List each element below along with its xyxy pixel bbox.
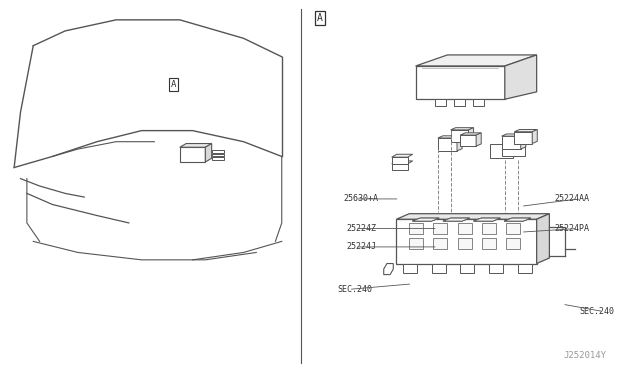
Text: A: A — [171, 80, 176, 89]
Polygon shape — [403, 263, 417, 273]
Polygon shape — [532, 129, 538, 144]
Polygon shape — [438, 136, 462, 138]
Polygon shape — [392, 164, 408, 170]
Polygon shape — [180, 147, 205, 162]
Polygon shape — [504, 218, 531, 221]
Polygon shape — [468, 128, 474, 142]
Polygon shape — [460, 135, 476, 146]
Polygon shape — [392, 161, 413, 164]
Polygon shape — [212, 154, 225, 157]
Polygon shape — [504, 218, 531, 221]
Polygon shape — [212, 157, 225, 160]
Polygon shape — [412, 218, 439, 221]
Polygon shape — [396, 219, 537, 263]
Polygon shape — [460, 263, 474, 273]
Bar — [409, 238, 423, 249]
Polygon shape — [443, 218, 470, 221]
Text: 25224PA: 25224PA — [554, 224, 589, 233]
Bar — [482, 238, 496, 249]
Polygon shape — [451, 130, 468, 142]
Polygon shape — [474, 218, 500, 221]
Bar — [482, 223, 496, 234]
Bar — [409, 223, 423, 234]
Polygon shape — [502, 134, 526, 136]
Polygon shape — [502, 136, 521, 149]
Polygon shape — [443, 218, 470, 221]
Polygon shape — [518, 263, 532, 273]
Polygon shape — [454, 99, 465, 106]
Polygon shape — [502, 142, 525, 157]
Polygon shape — [515, 129, 538, 132]
Text: SEC.240: SEC.240 — [580, 307, 614, 316]
Polygon shape — [212, 150, 225, 153]
Text: J252014Y: J252014Y — [564, 350, 607, 359]
Text: SEC.240: SEC.240 — [337, 285, 372, 294]
Text: 25224J: 25224J — [346, 243, 376, 251]
Bar — [433, 238, 447, 249]
Polygon shape — [415, 55, 537, 66]
Polygon shape — [489, 263, 503, 273]
Text: 25224AA: 25224AA — [554, 195, 589, 203]
Polygon shape — [384, 263, 394, 275]
Bar — [506, 223, 520, 234]
Text: 25224Z: 25224Z — [346, 224, 376, 233]
Polygon shape — [435, 99, 446, 106]
Bar — [458, 238, 472, 249]
Polygon shape — [473, 99, 484, 106]
Polygon shape — [521, 134, 526, 149]
Bar — [506, 238, 520, 249]
Polygon shape — [392, 157, 408, 164]
Polygon shape — [180, 144, 212, 147]
Text: 25630+A: 25630+A — [344, 195, 379, 203]
Polygon shape — [412, 218, 439, 221]
Polygon shape — [431, 263, 445, 273]
Polygon shape — [474, 218, 500, 221]
Polygon shape — [504, 218, 531, 221]
Polygon shape — [476, 133, 481, 146]
Polygon shape — [443, 218, 470, 221]
Polygon shape — [451, 128, 474, 130]
Polygon shape — [415, 66, 505, 99]
Polygon shape — [457, 136, 462, 151]
Bar — [458, 223, 472, 234]
Polygon shape — [412, 218, 439, 221]
Polygon shape — [515, 132, 532, 144]
Polygon shape — [474, 218, 500, 221]
Polygon shape — [490, 144, 513, 158]
Polygon shape — [205, 144, 212, 162]
Polygon shape — [392, 154, 413, 157]
Polygon shape — [438, 138, 457, 151]
Polygon shape — [537, 214, 549, 263]
Polygon shape — [505, 55, 537, 99]
Text: A: A — [317, 13, 323, 23]
Polygon shape — [460, 133, 481, 135]
Bar — [433, 223, 447, 234]
Polygon shape — [396, 214, 549, 219]
